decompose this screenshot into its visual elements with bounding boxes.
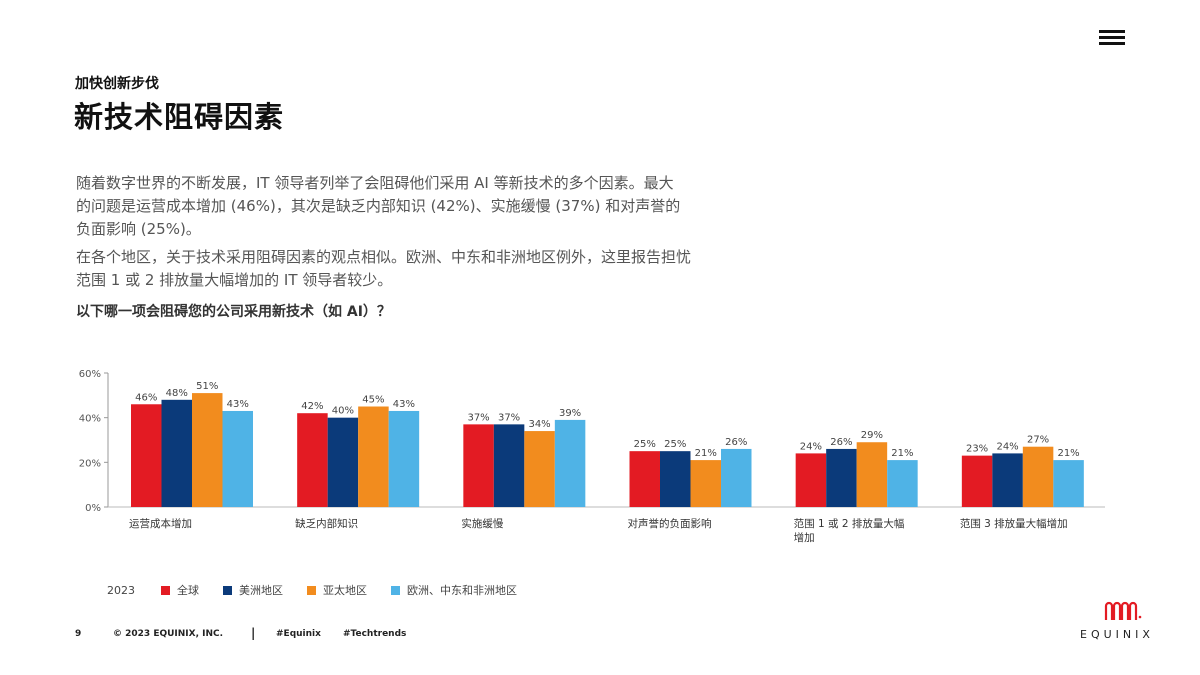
legend-label: 欧洲、中东和非洲地区: [407, 584, 517, 597]
data-label: 43%: [227, 399, 249, 410]
menu-button[interactable]: [1099, 30, 1125, 46]
bar: [297, 413, 328, 507]
legend-label: 全球: [177, 584, 199, 597]
data-label: 34%: [528, 419, 550, 430]
bar: [856, 442, 888, 507]
data-label: 46%: [135, 392, 157, 403]
bar: [1053, 460, 1084, 507]
category-label: 范围 1 或 2 排放量大幅: [794, 517, 905, 530]
bar: [161, 399, 192, 507]
bar: [222, 410, 253, 507]
y-tick-label: 40%: [79, 414, 101, 425]
legend-item-apac: 亚太地区: [307, 582, 367, 598]
y-tick-label: 60%: [79, 369, 101, 380]
category-label: 对声誉的负面影响: [628, 517, 712, 530]
legend-item-global: 全球: [161, 582, 199, 598]
hashtag-techtrends[interactable]: #Techtrends: [343, 629, 407, 639]
data-label: 37%: [467, 412, 489, 423]
data-label: 25%: [634, 439, 656, 450]
category-label: 实施缓慢: [461, 517, 503, 530]
regional-paragraph: 在各个地区，关于技术采用阻碍因素的观点相似。欧洲、中东和非洲地区例外，这里报告担…: [76, 246, 736, 292]
brand-wordmark: EQUINIX: [1080, 628, 1154, 641]
bar: [131, 404, 162, 507]
bar: [463, 424, 494, 507]
menu-line: [1099, 42, 1125, 45]
legend-swatch: [223, 585, 232, 595]
bar: [192, 393, 223, 507]
legend-swatch: [161, 585, 170, 595]
intro-paragraph: 随着数字世界的不断发展，IT 领导者列举了会阻碍他们采用 AI 等新技术的多个因…: [76, 172, 736, 241]
y-tick-label: 20%: [79, 458, 101, 469]
paragraph-line: 范围 1 或 2 排放量大幅增加的 IT 领导者较少。: [76, 271, 393, 289]
bar: [629, 451, 660, 507]
bar: [660, 451, 691, 507]
paragraph-line: 在各个地区，关于技术采用阻碍因素的观点相似。欧洲、中东和非洲地区例外，这里报告担…: [76, 248, 692, 266]
data-label: 21%: [891, 448, 913, 459]
paragraph-line: 的问题是运营成本增加 (46%)，其次是缺乏内部知识 (42%)、实施缓慢 (3…: [76, 197, 681, 215]
footer-separator: |: [251, 626, 256, 640]
bar: [690, 460, 721, 507]
data-label: 21%: [695, 448, 717, 459]
data-label: 43%: [393, 399, 415, 410]
data-label: 29%: [861, 430, 883, 441]
legend-label: 美洲地区: [239, 584, 283, 597]
data-label: 51%: [196, 381, 218, 392]
menu-line: [1099, 36, 1125, 39]
paragraph-line: 负面影响 (25%)。: [76, 220, 201, 238]
category-label: 增加: [794, 531, 815, 544]
legend-item-emea: 欧洲、中东和非洲地区: [391, 582, 517, 598]
bar: [388, 410, 420, 507]
category-label: 运营成本增加: [129, 517, 192, 530]
bar: [524, 431, 555, 507]
bar-chart: 0% 20% 40% 60% 46% 48% 51% 43% 运营成本增加 42% 40% 45% 43…: [79, 369, 1105, 544]
legend-year: 2023: [107, 583, 135, 597]
data-label: 45%: [362, 395, 384, 406]
data-label: 26%: [830, 437, 852, 448]
data-label: 48%: [166, 388, 188, 399]
legend-swatch: [391, 585, 400, 595]
data-label: 24%: [800, 441, 822, 452]
equinix-logo-icon: [1104, 601, 1142, 620]
section-kicker: 加快创新步伐: [75, 76, 159, 92]
legend-label: 亚太地区: [323, 584, 367, 597]
copyright: © 2023 EQUINIX, INC.: [113, 629, 224, 639]
legend-item-americas: 美洲地区: [223, 582, 283, 598]
data-label: 40%: [332, 406, 354, 417]
paragraph-line: 随着数字世界的不断发展，IT 领导者列举了会阻碍他们采用 AI 等新技术的多个因…: [76, 174, 674, 192]
data-label: 42%: [301, 401, 323, 412]
chart-legend: 2023 全球 美洲地区 亚太地区 欧洲、中东和非洲地区: [107, 582, 541, 598]
data-label: 27%: [1027, 435, 1049, 446]
bar: [493, 424, 525, 507]
bar: [721, 448, 752, 507]
data-label: 37%: [498, 412, 520, 423]
menu-line: [1099, 30, 1125, 33]
bar: [961, 455, 993, 507]
bar: [992, 453, 1023, 507]
bar: [327, 417, 359, 507]
category-label: 范围 3 排放量大幅增加: [960, 517, 1068, 530]
data-label: 23%: [966, 444, 988, 455]
bar: [826, 448, 857, 507]
survey-question: 以下哪一项会阻碍您的公司采用新技术（如 AI）？: [76, 304, 391, 320]
y-tick-label: 0%: [85, 503, 101, 514]
hashtag-equinix[interactable]: #Equinix: [276, 629, 321, 639]
category-label: 缺乏内部知识: [295, 517, 358, 530]
legend-swatch: [307, 585, 316, 595]
data-label: 39%: [559, 408, 581, 419]
data-label: 21%: [1057, 448, 1079, 459]
bar: [887, 460, 918, 507]
bar: [554, 419, 586, 507]
page-title: 新技术阻碍因素: [74, 100, 285, 134]
data-label: 24%: [996, 441, 1018, 452]
bar: [795, 453, 827, 507]
bar: [358, 406, 389, 507]
page-number: 9: [75, 629, 82, 639]
data-label: 26%: [725, 437, 747, 448]
data-label: 25%: [664, 439, 686, 450]
bar: [1022, 446, 1054, 507]
